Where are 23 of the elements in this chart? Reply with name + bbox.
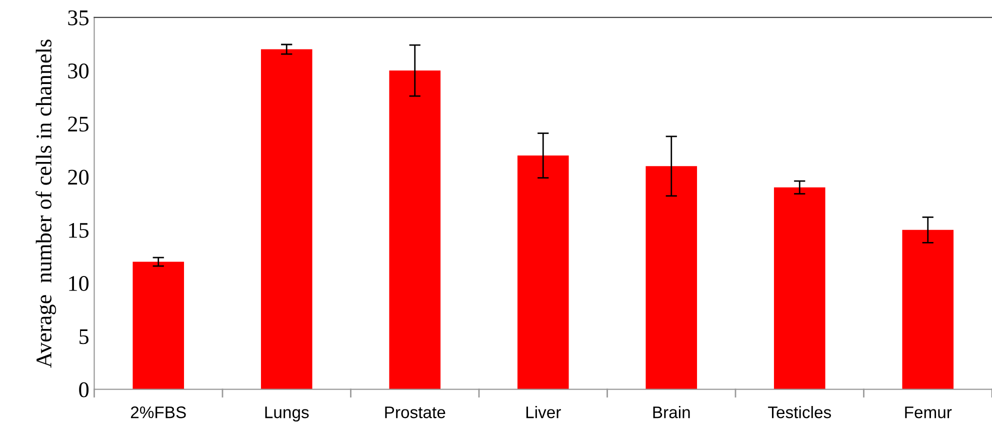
x-tick-label: Lungs — [265, 406, 309, 422]
x-tick-label: Liver — [526, 406, 561, 418]
y-tick-label: 30 — [68, 63, 89, 78]
x-tick-label: Femur — [905, 406, 952, 418]
bar — [132, 262, 184, 390]
y-axis-title: Average number of cells in channels — [36, 40, 56, 368]
bar — [389, 70, 441, 390]
x-tick-label: 2%FBS — [130, 406, 186, 418]
x-tick-label: Prostate — [385, 406, 446, 418]
y-tick-label: 15 — [69, 222, 89, 238]
bar — [517, 156, 569, 390]
y-tick-label: 0 — [79, 382, 89, 398]
y-tick-label: 10 — [69, 276, 89, 291]
bar — [774, 187, 826, 390]
y-tick-label: 20 — [68, 170, 89, 185]
y-tick-label: 5 — [80, 329, 89, 344]
bar — [646, 166, 698, 390]
bar — [902, 230, 954, 390]
y-tick-label: 25 — [68, 116, 89, 132]
x-tick-label: Testicles — [768, 406, 831, 418]
bar — [260, 49, 312, 390]
y-tick-label: 35 — [68, 10, 89, 26]
x-tick-label: Brain — [653, 406, 690, 418]
